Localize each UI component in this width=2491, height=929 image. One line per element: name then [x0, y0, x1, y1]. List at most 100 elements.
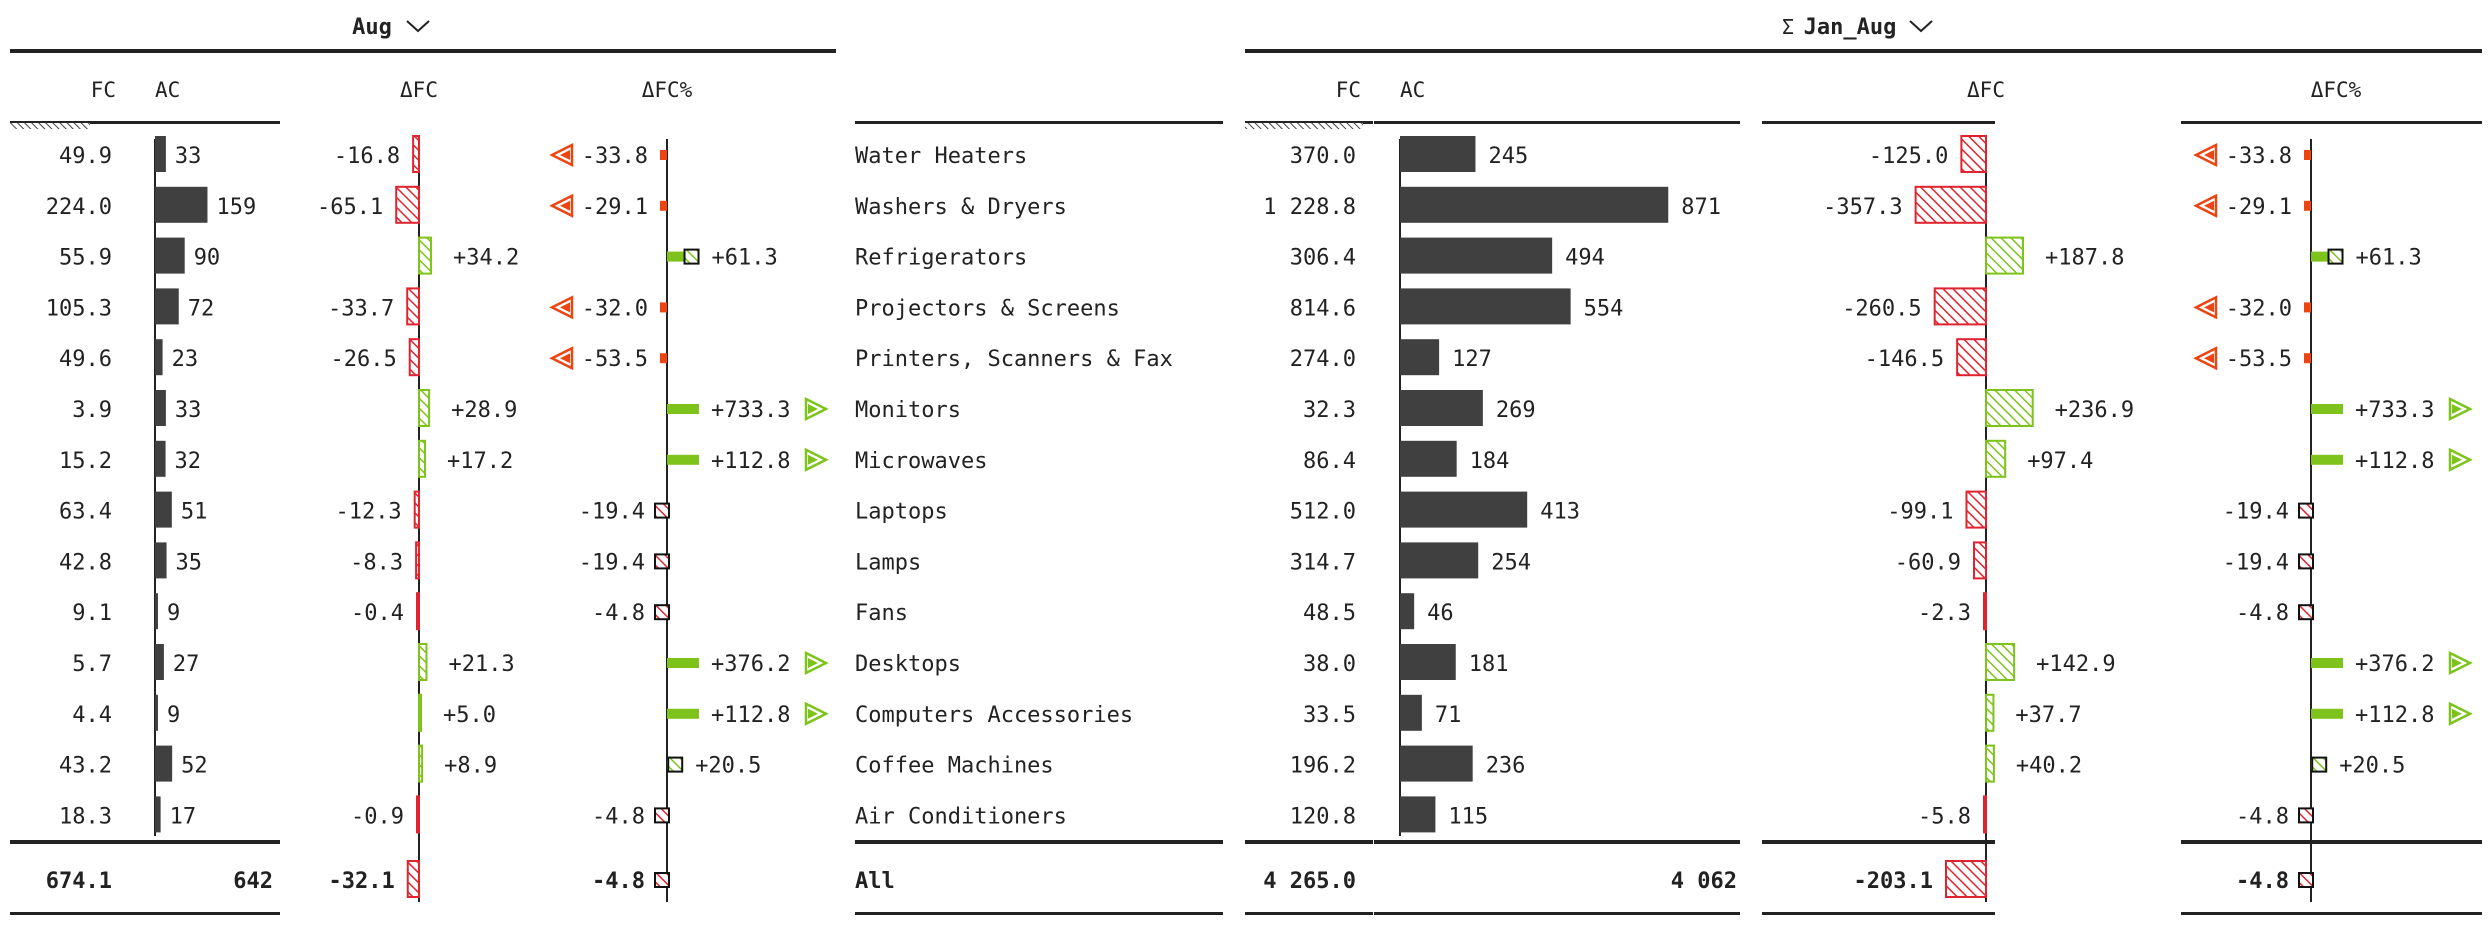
column-bottom-rule — [1762, 840, 1995, 844]
ytd-title: Jan_Aug — [1804, 15, 1897, 40]
column-top-rule — [2181, 121, 2482, 124]
aug-dfc-label: -16.8 — [334, 144, 400, 169]
value-axis — [666, 139, 668, 902]
ytd-dfcp-outlier-left-icon — [2193, 142, 2218, 168]
ytd-ac-label: 494 — [1565, 246, 1605, 271]
aug-dfcp-label: +61.3 — [712, 246, 778, 271]
column-bottom-rule — [2181, 840, 2482, 844]
ytd-ac-label: 46 — [1427, 601, 1454, 626]
aug-dfcp-outlier-inner-icon — [560, 150, 570, 160]
aug-dfc-label: +21.3 — [448, 652, 514, 677]
aug-dfcp-outlier-right-icon — [804, 396, 829, 422]
ytd-ac-label: 127 — [1452, 347, 1492, 372]
column-footer-rule — [2181, 912, 2482, 915]
ytd-dfcp-pin — [2304, 200, 2311, 211]
ytd-fc-value: 32.3 — [1303, 398, 1356, 423]
aug-dfc-bar — [415, 541, 421, 580]
total-label: All — [855, 869, 895, 894]
ytd-ac-bar — [1400, 745, 1473, 782]
ytd-dfc-bar — [1985, 744, 1995, 783]
aug-dfc-label: -0.4 — [351, 601, 404, 626]
aug-dfc-bar — [418, 439, 427, 478]
ytd-fc-value: 314.7 — [1290, 550, 1356, 575]
ytd-ac-bar — [1400, 339, 1440, 376]
ytd-ac-label: 554 — [1584, 296, 1624, 321]
ytd-dfcp-label: +61.3 — [2356, 246, 2422, 271]
aug-ac-bar — [155, 694, 158, 731]
ytd-dfc-label: -125.0 — [1869, 144, 1948, 169]
aug-chevron-down-icon[interactable] — [406, 20, 430, 33]
aug-dfcp-label: -19.4 — [579, 500, 645, 525]
aug-ac-bar — [155, 390, 166, 426]
aug-fc-value: 105.3 — [46, 296, 112, 321]
ytd-total-ac: 4 062 — [1671, 869, 1737, 894]
aug-ac-bar — [155, 796, 161, 833]
aug-ac-bar — [155, 745, 173, 782]
aug-fc-value: 43.2 — [59, 754, 112, 779]
aug-ac-label: 27 — [173, 652, 200, 677]
aug-dfcp-label: -29.1 — [582, 195, 648, 220]
category-label: Refrigerators — [855, 246, 1027, 271]
ytd-dfc-bar — [1983, 592, 1987, 631]
aug-dfcp-marker — [667, 756, 684, 773]
ytd-dfcp-label: -29.1 — [2226, 195, 2292, 220]
category-label: Projectors & Screens — [855, 296, 1120, 321]
ytd-fc-header: FC — [1336, 78, 1361, 102]
ytd-dfcp-outlier-right-icon — [2448, 701, 2473, 726]
aug-ac-label: 17 — [170, 804, 197, 829]
ytd-dfcp-label: -19.4 — [2223, 500, 2289, 525]
aug-dfcp-label: +733.3 — [711, 398, 790, 423]
ytd-ac-label: 181 — [1469, 652, 1509, 677]
aug-dfcp-outlier-right-icon — [804, 447, 829, 472]
aug-dfc-bar — [418, 643, 428, 681]
category-label: Water Heaters — [855, 144, 1027, 169]
aug-ac-label: 9 — [167, 703, 180, 728]
aug-fc-value: 18.3 — [59, 804, 112, 829]
ytd-dfcp-marker — [2298, 807, 2314, 824]
ytd-dfcp-pin — [2311, 454, 2343, 465]
aug-dfcp-pin — [660, 353, 667, 364]
ytd-dfcp-marker — [2298, 502, 2314, 519]
category-label: Monitors — [855, 398, 961, 423]
ytd-dfc-bar — [1944, 860, 1987, 898]
aug-fc-value: 224.0 — [46, 195, 112, 220]
category-label: Microwaves — [855, 449, 987, 474]
aug-ac-bar — [155, 339, 163, 376]
aug-fc-value: 5.7 — [72, 652, 112, 677]
aug-dfc-bar — [413, 490, 421, 529]
aug-dfcp-outlier-inner-icon — [560, 302, 570, 313]
ytd-dfc-bar — [1985, 389, 2034, 427]
ytd-total-fc: 4 265.0 — [1263, 869, 1356, 894]
ytd-fc-value: 306.4 — [1290, 246, 1356, 271]
aug-ac-bar — [155, 491, 172, 528]
aug-fc-value: 49.6 — [59, 347, 112, 372]
aug-dfc-label: +17.2 — [447, 449, 513, 474]
ytd-dfcp-label: +20.5 — [2339, 754, 2405, 779]
aug-dfc-bar — [395, 185, 420, 224]
ytd-sum-icon: Σ — [1782, 15, 1794, 39]
aug-dfc-label: -32.1 — [329, 869, 395, 894]
ytd-dfc-bar — [1985, 643, 2016, 681]
ytd-section-header[interactable]: Σ Jan_Aug — [1782, 15, 1933, 40]
ytd-dfcp-outlier-inner-icon — [2452, 454, 2462, 465]
aug-dfcp-outlier-inner-icon — [808, 454, 818, 465]
ytd-ac-label: 71 — [1435, 703, 1462, 728]
ytd-dfcp-marker — [2298, 872, 2314, 888]
ytd-dfcp-label: +112.8 — [2355, 449, 2434, 474]
column-top-rule — [855, 121, 1223, 124]
ytd-dfcp-label: -33.8 — [2226, 144, 2292, 169]
column-bottom-rule — [1245, 840, 1373, 844]
ytd-chevron-down-icon[interactable] — [1909, 20, 1933, 33]
aug-dfc-label: +8.9 — [444, 754, 497, 779]
ytd-dfcp-outlier-inner-icon — [2204, 200, 2214, 211]
aug-section-header[interactable]: Aug — [352, 15, 430, 40]
aug-ac-label: 159 — [216, 195, 256, 220]
aug-ac-label: 90 — [194, 246, 221, 271]
aug-dfcp-outlier-inner-icon — [808, 404, 818, 414]
ytd-dfcp-label: +376.2 — [2355, 652, 2434, 677]
aug-fc-value: 4.4 — [72, 703, 112, 728]
aug-ac-bar — [155, 542, 167, 579]
aug-dfcp-pin — [667, 658, 699, 668]
aug-dfcp-label: -53.5 — [582, 347, 648, 372]
aug-ac-bar — [155, 136, 166, 172]
